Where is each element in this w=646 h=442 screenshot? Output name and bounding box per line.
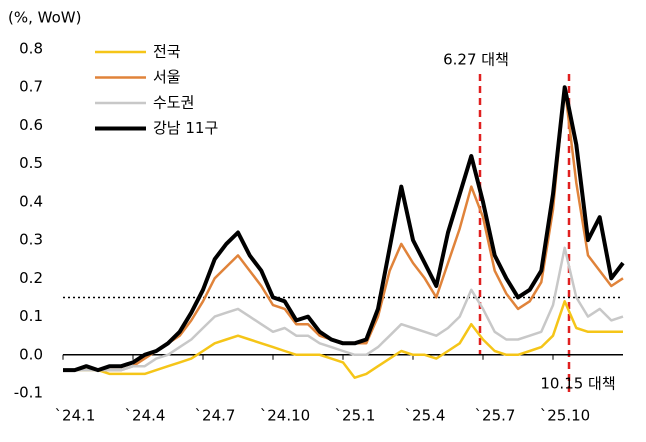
legend-label: 전국 xyxy=(153,43,181,61)
y-tick-label: 0.2 xyxy=(19,269,43,287)
legend-label: 수도권 xyxy=(153,94,194,112)
y-tick-label: 0.7 xyxy=(19,78,43,96)
series-line xyxy=(63,246,624,372)
x-tick-label: `25.4 xyxy=(405,407,446,425)
x-tick-label: `24.1 xyxy=(55,407,96,425)
y-tick-label: -0.1 xyxy=(14,384,43,402)
x-tick-label: `25.1 xyxy=(335,407,376,425)
x-tick-label: `25.7 xyxy=(475,407,516,425)
series-line xyxy=(63,85,624,372)
legend-label: 서울 xyxy=(153,68,181,86)
x-tick-label: `24.10 xyxy=(260,407,310,425)
y-tick-label: 0.3 xyxy=(19,231,43,249)
y-tick-label: 0.6 xyxy=(19,116,43,134)
y-axis-label: (%, WoW) xyxy=(8,9,81,27)
annotation: 10.15 대책 xyxy=(540,375,615,393)
series-line xyxy=(63,300,623,379)
series-line xyxy=(63,85,625,373)
y-tick-label: 0.5 xyxy=(19,154,43,172)
y-tick-label: 0.1 xyxy=(19,307,43,325)
y-tick-label: 0.0 xyxy=(19,345,43,363)
x-tick-label: `25.10 xyxy=(540,407,590,425)
y-tick-label: 0.4 xyxy=(19,192,43,210)
x-tick-label: `24.7 xyxy=(195,407,236,425)
x-tick-label: `24.4 xyxy=(125,407,166,425)
y-tick-label: 0.8 xyxy=(19,40,43,58)
legend-label: 강남 11구 xyxy=(153,119,218,137)
annotation: 6.27 대책 xyxy=(443,51,509,69)
